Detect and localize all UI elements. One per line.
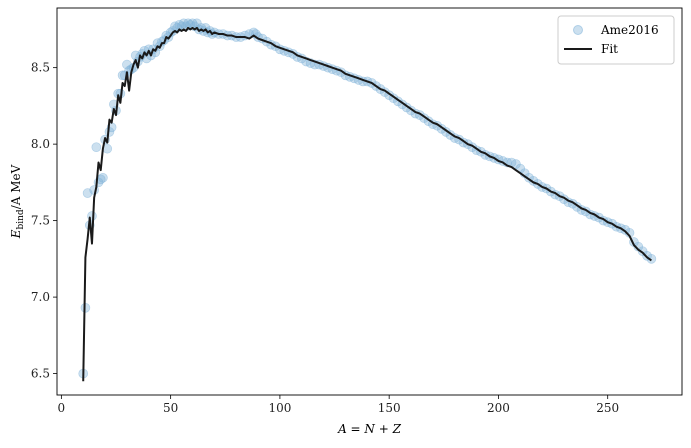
x-tick-label: 100 <box>268 401 291 415</box>
data-point-ame2016 <box>91 142 102 152</box>
y-tick-label: 7.5 <box>31 214 50 228</box>
x-axis-label: A = N + Z <box>337 422 402 436</box>
x-tick-label: 150 <box>378 401 401 415</box>
y-axis-label-sub: bind <box>16 209 26 229</box>
y-axis: 6.5 7.0 7.5 8.0 8.5 <box>31 61 57 381</box>
x-tick-label: 0 <box>58 401 66 415</box>
y-axis-label-rest: /A MeV <box>9 164 23 209</box>
series-line-fit <box>82 26 652 382</box>
x-axis: 0 50 100 150 200 250 <box>58 395 619 415</box>
x-tick-label: 200 <box>487 401 510 415</box>
legend: Ame2016 Fit <box>557 15 675 65</box>
y-tick-label: 7.0 <box>31 290 50 304</box>
legend-label-ame2016: Ame2016 <box>600 23 659 37</box>
y-axis-label-main: E <box>9 229 23 239</box>
y-tick-label: 8.5 <box>31 61 50 75</box>
fit-series <box>82 26 652 382</box>
legend-box <box>557 15 675 65</box>
data-point-ame2016 <box>646 254 657 264</box>
y-tick-label: 6.5 <box>31 367 50 381</box>
plot-frame <box>56 7 683 396</box>
x-tick-label: 250 <box>596 401 619 415</box>
y-tick-label: 8.0 <box>31 137 50 151</box>
legend-marker-ame2016 <box>573 25 583 35</box>
y-axis-label: Ebind/A MeV <box>9 164 26 239</box>
x-tick-label: 50 <box>163 401 178 415</box>
legend-label-fit: Fit <box>601 42 618 56</box>
data-point-ame2016 <box>98 172 108 183</box>
